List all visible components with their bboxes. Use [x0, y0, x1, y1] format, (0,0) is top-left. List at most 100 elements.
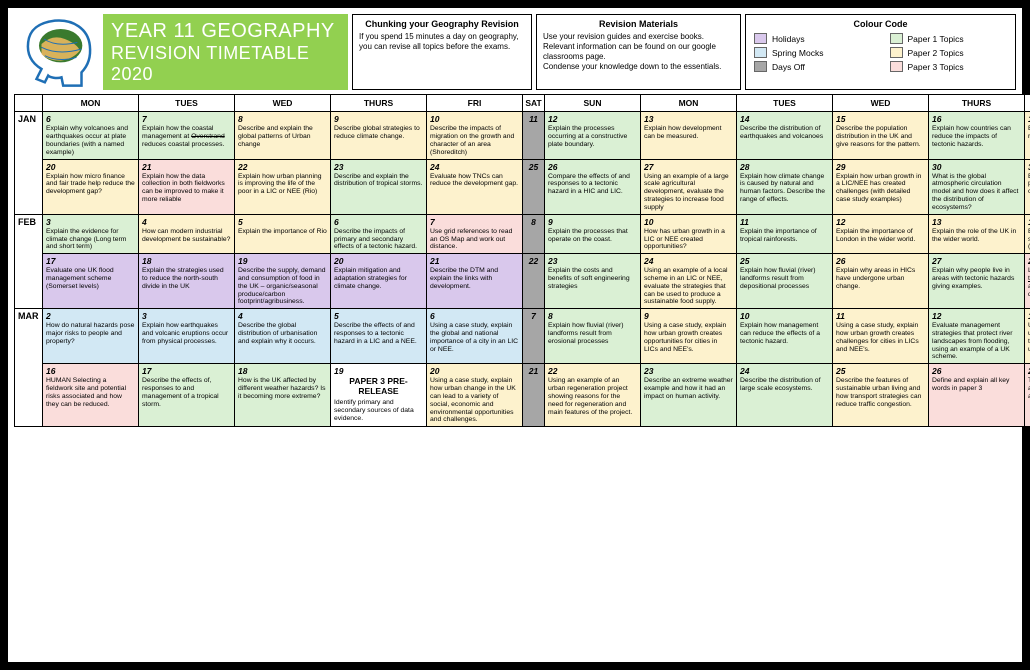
- day-text: Describe the features of sustainable urb…: [836, 377, 925, 408]
- day-text: Explain the processes that operate on th…: [548, 228, 637, 244]
- day-text: Explain how development can be measured.: [644, 125, 733, 141]
- day-cell: 15Describe the population distribution i…: [833, 112, 929, 159]
- legend-item: Days Off: [754, 61, 872, 72]
- day-cell: 30What is the global atmospheric circula…: [929, 159, 1025, 214]
- day-number: 10: [644, 217, 733, 227]
- day-number: 22: [238, 162, 327, 172]
- day-header: TUES: [139, 95, 235, 112]
- day-text: Describe the effects of and responses to…: [334, 322, 423, 345]
- day-number: 3: [46, 217, 135, 227]
- day-cell: 3Explain how earthquakes and volcanic er…: [139, 309, 235, 364]
- day-number: 29: [836, 162, 925, 172]
- day-number: 27: [644, 162, 733, 172]
- day-text: Explain how the coastal management at Ov…: [142, 125, 231, 148]
- day-cell: 28List as many field work techniques as …: [1025, 254, 1030, 309]
- legend-swatch: [890, 47, 903, 58]
- day-number: 6: [430, 311, 519, 321]
- day-cell: 24Using an example of a local scheme in …: [641, 254, 737, 309]
- day-cell: 13Using an example of how urban planning…: [1025, 309, 1030, 364]
- title-box: YEAR 11 GEOGRAPHY REVISION TIMETABLE 202…: [103, 14, 348, 90]
- materials-info: Revision Materials Use your revision gui…: [536, 14, 741, 90]
- day-number: 3: [142, 311, 231, 321]
- day-number: 12: [932, 311, 1021, 321]
- materials-heading: Revision Materials: [543, 19, 734, 30]
- day-cell: 6Using a case study, explain the global …: [427, 309, 523, 364]
- calendar-row: JAN6Explain why volcanoes and earthquake…: [15, 112, 1030, 159]
- day-number: 24: [740, 366, 829, 376]
- day-header: WED: [235, 95, 331, 112]
- day-text: Using a case study, explain how urban gr…: [836, 322, 925, 353]
- day-cell: 17Describe the effects of, responses to …: [139, 364, 235, 427]
- day-text: Using a case study, explain how urban gr…: [644, 322, 733, 353]
- saturday-cell: 8: [523, 214, 545, 253]
- legend-label: Spring Mocks: [772, 48, 824, 58]
- day-text: Evaluate how TNCs can reduce the develop…: [430, 173, 519, 189]
- day-cell: 20Explain mitigation and adaptation stra…: [331, 254, 427, 309]
- day-text: Explain how climate change is caused by …: [740, 173, 829, 204]
- day-cell: 6Explain why volcanoes and earthquakes o…: [43, 112, 139, 159]
- day-number: 7: [430, 217, 519, 227]
- day-cell: 9Explain the processes that operate on t…: [545, 214, 641, 253]
- saturday-cell: 21: [523, 364, 545, 427]
- day-text: Using a case study, explain how urban ch…: [430, 377, 519, 424]
- day-number: 23: [334, 162, 423, 172]
- day-number: 14: [740, 114, 829, 124]
- day-cell: 27Explain why people live in areas with …: [929, 254, 1025, 309]
- day-text: Use grid references to read an OS Map an…: [430, 228, 519, 251]
- day-number: 13: [644, 114, 733, 124]
- day-number: 9: [334, 114, 423, 124]
- day-text: Explain how urban planning is improving …: [238, 173, 327, 196]
- day-cell: 21Describe the DTM and explain the links…: [427, 254, 523, 309]
- day-number: 19: [238, 256, 327, 266]
- day-number: 19: [334, 366, 423, 376]
- day-number: 16: [46, 366, 135, 376]
- day-cell: 9Describe global strategies to reduce cl…: [331, 112, 427, 159]
- day-text: Explain the evidence for climate change …: [46, 228, 135, 251]
- chunking-heading: Chunking your Geography Revision: [359, 19, 525, 30]
- legend-label: Paper 2 Topics: [908, 48, 964, 58]
- day-cell: 23Describe an extreme weather example an…: [641, 364, 737, 427]
- day-text: Explain how fluvial (river) landforms re…: [740, 267, 829, 290]
- day-number: 4: [238, 311, 327, 321]
- day-number: 12: [548, 114, 637, 124]
- day-number: 8: [548, 311, 637, 321]
- day-cell: 4Describe the global distribution of urb…: [235, 309, 331, 364]
- day-text: Describe an extreme weather example and …: [644, 377, 733, 400]
- day-number: 9: [548, 217, 637, 227]
- day-cell: 20Explain how micro finance and fair tra…: [43, 159, 139, 214]
- day-text: Define and explain all key words in pape…: [932, 377, 1021, 393]
- day-number: 6: [334, 217, 423, 227]
- prerelease-title: PAPER 3 PRE-RELEASE: [334, 377, 423, 396]
- saturday-cell: 22: [523, 254, 545, 309]
- day-number: 16: [932, 114, 1021, 124]
- legend-item: Paper 1 Topics: [890, 33, 1008, 44]
- day-number: 22: [548, 366, 637, 376]
- day-number: 10: [430, 114, 519, 124]
- day-cell: 12Evaluate management strategies that pr…: [929, 309, 1025, 364]
- day-text: Identify primary and secondary sources o…: [334, 399, 423, 422]
- day-cell: 7Explain how the coastal management at O…: [139, 112, 235, 159]
- day-header: FRI: [427, 95, 523, 112]
- day-text: Describe the global distribution of urba…: [238, 322, 327, 345]
- day-number: 26: [932, 366, 1021, 376]
- month-label: MAR: [15, 309, 43, 427]
- day-number: 24: [430, 162, 519, 172]
- chunking-info: Chunking your Geography Revision If you …: [352, 14, 532, 90]
- day-text: Explain the strategies used to reduce th…: [142, 267, 231, 290]
- day-number: 20: [46, 162, 135, 172]
- day-number: 25: [740, 256, 829, 266]
- day-text: Explain how fluvial (river) landforms re…: [548, 322, 637, 345]
- day-header: MON: [43, 95, 139, 112]
- day-cell: 22Explain how urban planning is improvin…: [235, 159, 331, 214]
- day-number: 21: [430, 256, 519, 266]
- day-header: TUES: [737, 95, 833, 112]
- day-number: 25: [836, 366, 925, 376]
- legend-swatch: [754, 47, 767, 58]
- day-cell: 19PAPER 3 PRE-RELEASE Identify primary an…: [331, 364, 427, 427]
- day-cell: 18Explain the strategies used to reduce …: [139, 254, 235, 309]
- day-text: Explain the costs and benefits of soft e…: [548, 267, 637, 290]
- day-number: 23: [548, 256, 637, 266]
- day-number: 30: [932, 162, 1021, 172]
- day-number: 27: [932, 256, 1021, 266]
- legend-swatch: [754, 61, 767, 72]
